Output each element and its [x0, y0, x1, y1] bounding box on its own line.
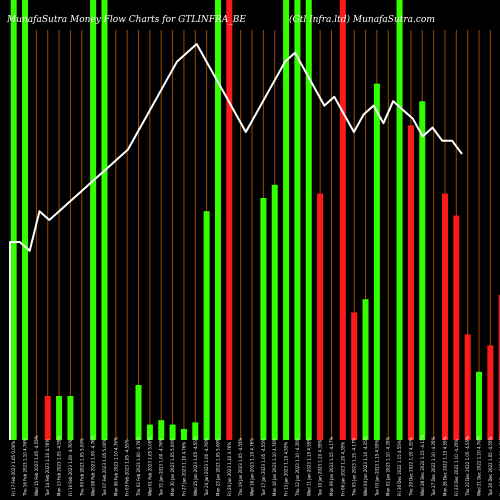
- x-tick-label: Mon 13 Feb 2023 1.05 -4.55%: [57, 436, 62, 496]
- bar-series: [10, 0, 500, 441]
- price-line: [9, 43, 463, 440]
- x-tick-label: Mon 30 Jan 2023 1.05 5.00%: [170, 438, 175, 496]
- red-bar: [226, 0, 233, 440]
- green-bar: [135, 385, 142, 440]
- x-tick-label: Thu 29 Dec 2022 1.20 4.35%: [408, 437, 413, 497]
- green-bar: [22, 0, 29, 440]
- x-tick-label: Thu 02 Feb 2023 1.00 -4.76%: [136, 437, 141, 497]
- x-tick-label: Fri 23 Dec 2022 1.10 -4.35%: [454, 439, 459, 496]
- green-bar: [419, 101, 426, 440]
- x-tick-label: Fri 27 Jan 2023 1.10 4.76%: [181, 442, 186, 496]
- chart-title-right: (Gtl Infra.ltd) MunafaSutra.com: [289, 14, 435, 25]
- green-bar: [214, 0, 221, 440]
- x-tick-label: Wed 18 Jan 2023 1.10 4.76%: [250, 438, 255, 496]
- green-bar: [476, 371, 483, 440]
- red-bar: [453, 215, 460, 440]
- x-tick-label: Wed 25 Jan 2023 1.05 -4.55%: [193, 436, 198, 496]
- red-bar: [498, 294, 500, 440]
- x-tick-label: Tue 10 Jan 2023 1.20 4.35%: [318, 440, 323, 497]
- x-tick-label: Tue 20 Dec 2022 1.05 -4.55%: [488, 437, 493, 497]
- x-tick-label: Tue 07 Feb 2023 1.05 5.00%: [102, 439, 107, 497]
- x-tick-label: Mon 09 Jan 2023 1.15 -4.17%: [329, 437, 334, 496]
- green-bar: [305, 0, 312, 440]
- x-tick-label: Fri 30 Dec 2022 1.15 4.55%: [397, 440, 402, 496]
- x-tick-label: Wed 01 Feb 2023 1.05 5.00%: [147, 437, 152, 496]
- red-bar: [407, 125, 414, 441]
- red-bar: [351, 312, 358, 440]
- green-bar: [294, 0, 301, 440]
- green-bar: [180, 429, 187, 440]
- x-tick-label: Tue 27 Dec 2022 1.10 -4.35%: [431, 437, 436, 497]
- x-tick-label: Thu 09 Feb 2023 1.05 5.00%: [79, 438, 84, 497]
- green-bar: [10, 0, 17, 440]
- x-tick-label: Mon 02 Jan 2023 1.10 -4.35%: [386, 437, 391, 496]
- x-tick-label: Tue 17 Jan 2023 1.05 -4.55%: [261, 438, 266, 497]
- x-tick-label: Thu 19 Jan 2023 1.05 -4.55%: [238, 437, 243, 497]
- chart-title-left: MunafaSutra Money Flow Charts for GTLINF…: [6, 15, 246, 25]
- x-tick-label: Mon 06 Feb 2023 1.10 4.76%: [113, 437, 118, 496]
- x-axis-tick-labels: Fri 17 Feb 2023 1.05 0.00% Thu 16 Feb 202…: [11, 435, 500, 497]
- x-tick-label: Thu 16 Feb 2023 1.10 4.76%: [23, 438, 28, 497]
- green-bar: [203, 211, 210, 440]
- x-tick-label: Thu 05 Jan 2023 1.15 -4.17%: [352, 437, 357, 497]
- red-bar: [339, 0, 346, 440]
- green-bar: [373, 83, 380, 440]
- x-tick-label: Tue 14 Feb 2023 1.10 4.76%: [45, 439, 50, 497]
- green-bar: [158, 420, 165, 440]
- x-tick-label: Fri 06 Jan 2023 1.20 4.35%: [340, 442, 345, 496]
- x-tick-label: Wed 28 Dec 2022 1.15 -4.17%: [420, 435, 425, 496]
- x-tick-label: Fri 20 Jan 2023 1.10 4.76%: [227, 442, 232, 496]
- x-tick-label: Tue 31 Jan 2023 1.00 -4.76%: [159, 438, 164, 497]
- x-tick-label: Fri 03 Feb 2023 1.05 -4.55%: [125, 439, 130, 496]
- green-bar: [146, 424, 153, 440]
- x-tick-label: Thu 12 Jan 2023 1.10 -4.35%: [295, 437, 300, 497]
- x-tick-label: Tue 03 Jan 2023 1.15 4.55%: [374, 440, 379, 497]
- x-tick-label: Mon 23 Jan 2023 1.05 5.00%: [215, 438, 220, 496]
- x-tick-label: Mon 26 Dec 2022 1.15 4.55%: [442, 436, 447, 496]
- x-tick-label: Fri 13 Jan 2023 1.15 4.55%: [284, 442, 289, 496]
- x-tick-label: Wed 11 Jan 2023 1.15 4.55%: [306, 438, 311, 496]
- red-bar: [487, 345, 494, 440]
- x-tick-label: Wed 21 Dec 2022 1.10 4.76%: [477, 436, 482, 496]
- x-tick-label: Thu 22 Dec 2022 1.05 -4.55%: [465, 436, 470, 497]
- green-bar: [362, 299, 369, 440]
- x-tick-label: Wed 04 Jan 2023 1.10 -4.35%: [363, 436, 368, 496]
- green-bar: [192, 422, 199, 440]
- x-tick-label: Fri 17 Feb 2023 1.05 0.00%: [11, 441, 16, 496]
- x-tick-label: Tue 24 Jan 2023 1.00 -4.76%: [204, 438, 209, 497]
- green-bar: [396, 0, 403, 440]
- x-tick-label: Wed 08 Feb 2023 1.00 -4.76%: [91, 435, 96, 496]
- x-tick-label: Fri 10 Feb 2023 1.00 -4.76%: [68, 439, 73, 496]
- red-bar: [317, 193, 324, 440]
- x-tick-label: Wed 15 Feb 2023 1.05 -4.55%: [34, 435, 39, 496]
- green-bar: [67, 396, 74, 440]
- green-bar: [90, 0, 97, 440]
- green-bar: [169, 424, 176, 440]
- green-bar: [271, 184, 278, 440]
- x-tick-label: Mon 16 Jan 2023 1.10 4.76%: [272, 438, 277, 496]
- red-bar: [441, 193, 448, 440]
- green-bar: [283, 0, 290, 440]
- red-bar: [464, 334, 471, 440]
- red-bar: [44, 396, 51, 440]
- green-bar: [260, 198, 267, 440]
- green-bar: [101, 0, 108, 440]
- green-bar: [56, 396, 63, 440]
